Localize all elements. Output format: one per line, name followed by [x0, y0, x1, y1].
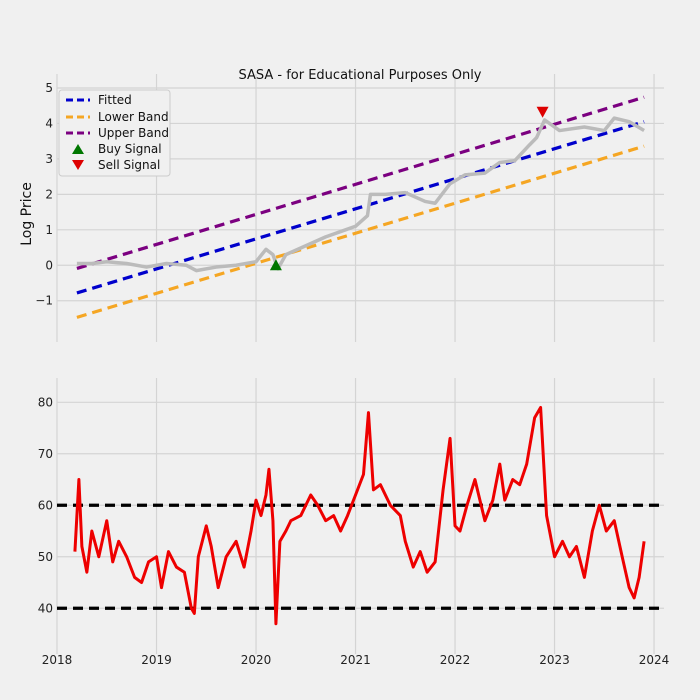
- lower-band-line: [76, 144, 645, 319]
- y-tick-label: −1: [35, 294, 53, 308]
- chart-title: SASA - for Educational Purposes Only: [238, 68, 481, 83]
- legend-buy-signal-swatch: [72, 144, 84, 154]
- signal-markers: [269, 106, 549, 271]
- y-tick-label: 0: [45, 258, 53, 272]
- y-axis-label: Log Price: [19, 182, 35, 246]
- x-tick-label: 2018: [42, 653, 73, 667]
- x-tick-label: 2022: [440, 653, 471, 667]
- legend-box: [58, 89, 171, 177]
- y-tick-label: 4: [45, 116, 53, 130]
- price-line: [76, 116, 645, 273]
- rsi-panel: 40 50 60 70 80 2018 2019 2020 2021 2022 2023 2024: [38, 378, 670, 667]
- x-tick-label: 2019: [141, 653, 172, 667]
- x-tick-label: 2023: [539, 653, 570, 667]
- legend-fitted-label: Fitted: [98, 93, 132, 107]
- y-tick-label: 1: [45, 223, 53, 237]
- y-tick-label: 70: [38, 447, 53, 461]
- legend: Fitted Lower Band Upper Band Buy Signal …: [58, 89, 171, 177]
- price-panel: −1 0 1 2 3 4 5 SASA - for Educational Purposes…: [19, 68, 664, 342]
- x-tick-label: 2024: [639, 653, 670, 667]
- y-tick-label: 50: [38, 550, 53, 564]
- legend-sell-signal-label: Sell Signal: [98, 158, 160, 172]
- y-tick-label: 3: [45, 152, 53, 166]
- rsi-line: [73, 405, 646, 626]
- rsi-yticks: 40 50 60 70 80: [38, 395, 53, 615]
- rsi-thresholds: [57, 503, 664, 610]
- legend-upper-band-label: Upper Band: [98, 126, 169, 140]
- y-tick-label: 40: [38, 601, 53, 615]
- x-tick-label: 2020: [241, 653, 272, 667]
- x-axis-ticks: 2018 2019 2020 2021 2022 2023 2024: [42, 653, 670, 667]
- y-tick-label: 80: [38, 395, 53, 409]
- y-tick-label: 2: [45, 187, 53, 201]
- sell-signal-marker: [536, 106, 549, 118]
- y-tick-label: 60: [38, 498, 53, 512]
- legend-lower-band-label: Lower Band: [98, 110, 169, 124]
- y-tick-label: 5: [45, 81, 53, 95]
- upper-band-line: [76, 95, 645, 270]
- buy-signal-marker: [269, 259, 282, 271]
- x-tick-label: 2021: [340, 653, 371, 667]
- price-yticks: −1 0 1 2 3 4 5: [35, 81, 53, 308]
- legend-buy-signal-label: Buy Signal: [98, 142, 162, 156]
- legend-sell-signal-swatch: [72, 160, 84, 170]
